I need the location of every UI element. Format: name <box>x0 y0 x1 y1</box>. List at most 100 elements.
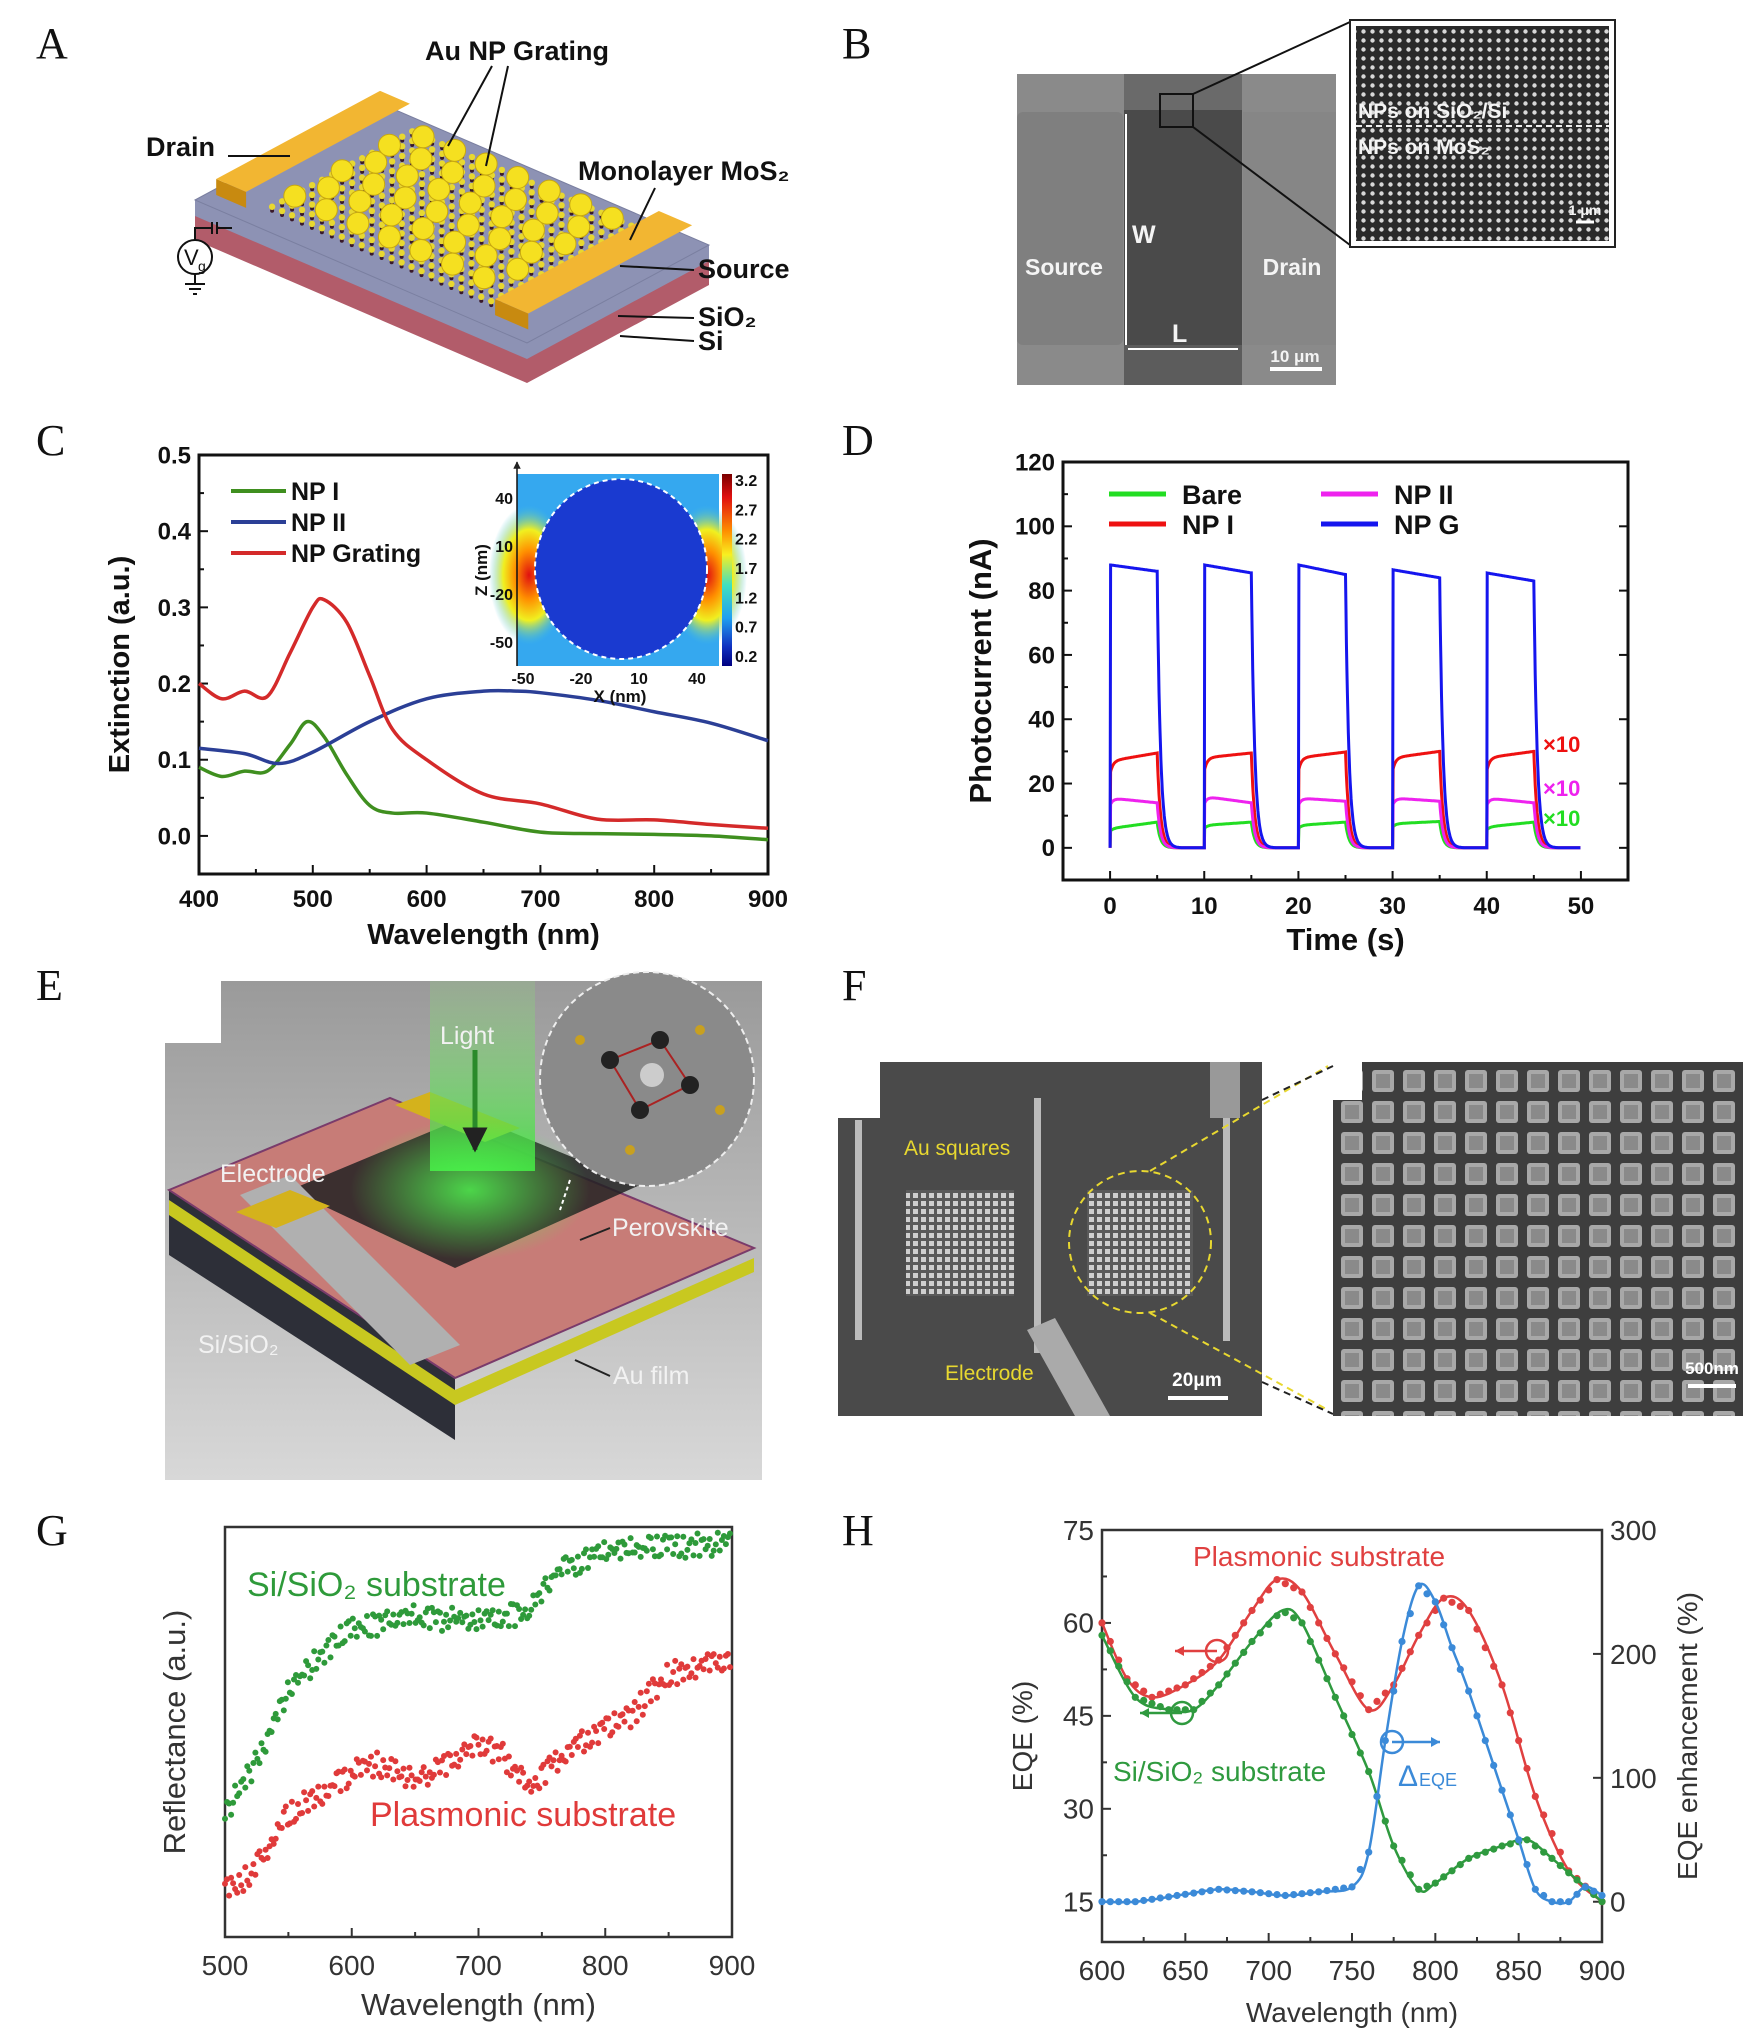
small-particle <box>498 195 505 203</box>
small-particle <box>498 166 506 174</box>
data-point <box>1215 1681 1223 1689</box>
electrode-bar-right <box>1223 1066 1230 1341</box>
data-point <box>503 1769 510 1776</box>
data-point <box>704 1542 711 1549</box>
label-light: Light <box>440 1022 494 1050</box>
data-point <box>680 1676 687 1683</box>
data-point <box>564 1568 571 1575</box>
small-particle <box>368 246 375 253</box>
data-point <box>441 1618 447 1625</box>
scale-factor-label: ×10 <box>1543 732 1580 757</box>
data-point <box>558 1571 565 1578</box>
data-point <box>595 1740 602 1747</box>
y-axis-label: Photocurrent (nA) <box>963 538 998 803</box>
data-point <box>668 1679 675 1686</box>
data-point <box>621 1541 628 1548</box>
small-particle <box>548 255 555 263</box>
data-point <box>585 1729 591 1736</box>
data-point <box>1173 1891 1181 1900</box>
data-point <box>1506 1709 1514 1717</box>
data-point <box>668 1534 675 1541</box>
data-point <box>455 1615 462 1622</box>
data-point <box>572 1735 579 1742</box>
y-tick-label: 15 <box>1063 1887 1094 1918</box>
small-particle <box>558 202 565 209</box>
small-particle <box>498 186 505 193</box>
data-point <box>489 1758 496 1765</box>
data-point <box>295 1801 301 1807</box>
data-point <box>361 1628 368 1635</box>
data-point <box>1123 1898 1131 1906</box>
data-point <box>1415 1582 1423 1590</box>
panel-label-b: B <box>842 19 871 68</box>
data-point <box>278 1825 285 1831</box>
y-axis-label: Extinction (a.u.) <box>104 556 136 774</box>
data-point <box>688 1670 695 1677</box>
zoom-box <box>1159 93 1194 128</box>
data-point <box>1473 1851 1481 1859</box>
data-point <box>1281 1891 1289 1900</box>
y-right-tick-label: 0 <box>1610 1887 1626 1918</box>
small-particle <box>528 189 535 196</box>
data-point <box>1456 1665 1464 1673</box>
data-point <box>1273 1891 1281 1899</box>
data-point <box>250 1760 257 1766</box>
heatmap-particle <box>534 478 708 660</box>
data-point <box>380 1626 387 1633</box>
data-point <box>378 1774 385 1781</box>
small-particle <box>438 140 446 148</box>
data-point <box>337 1788 344 1795</box>
data-point <box>690 1552 697 1559</box>
data-point <box>398 1773 405 1780</box>
x-tick-label: 900 <box>748 886 788 913</box>
data-point <box>583 1546 589 1553</box>
small-particle <box>398 249 405 257</box>
data-point <box>499 1740 506 1747</box>
data-point <box>710 1651 717 1658</box>
data-point <box>540 1580 547 1587</box>
data-point <box>1315 1619 1323 1627</box>
small-particle <box>418 171 426 178</box>
small-particle <box>458 285 465 292</box>
data-point <box>1181 1890 1189 1898</box>
data-point <box>234 1889 241 1896</box>
series-line <box>197 596 769 831</box>
data-point <box>1331 1650 1339 1658</box>
au-nanoparticle <box>362 172 386 196</box>
data-point <box>1381 1817 1389 1825</box>
data-point <box>1440 1594 1448 1602</box>
data-point <box>479 1623 486 1630</box>
data-point <box>680 1533 687 1540</box>
data-point <box>1306 1637 1314 1646</box>
data-point <box>1315 1656 1323 1664</box>
data-point <box>471 1619 478 1625</box>
data-point <box>1448 1867 1456 1875</box>
data-point <box>372 1763 379 1770</box>
x-tick-label: 500 <box>293 886 333 913</box>
data-point <box>631 1699 638 1705</box>
label-l: L <box>1172 320 1187 348</box>
x-axis-label: Time (s) <box>1286 922 1404 957</box>
panel-label-f: F <box>842 961 866 1010</box>
data-point <box>473 1626 480 1633</box>
data-point <box>242 1864 249 1871</box>
label-inset-bottom: NPs on MoS₂ <box>1358 136 1490 159</box>
small-particle <box>558 221 565 228</box>
data-point <box>574 1553 581 1560</box>
data-point <box>1565 1869 1573 1877</box>
data-point <box>400 1621 407 1628</box>
data-point <box>522 1606 529 1613</box>
data-point <box>1415 1885 1423 1893</box>
data-point <box>664 1546 671 1553</box>
small-particle <box>338 194 346 202</box>
data-point <box>605 1551 612 1558</box>
data-point <box>639 1711 646 1718</box>
data-point <box>570 1565 577 1572</box>
data-point <box>1356 1865 1364 1874</box>
data-point <box>1515 1836 1523 1844</box>
small-particle <box>438 276 445 283</box>
data-point <box>418 1769 425 1776</box>
data-point <box>380 1757 387 1764</box>
au-nanoparticle <box>443 138 467 162</box>
data-point <box>631 1549 638 1556</box>
